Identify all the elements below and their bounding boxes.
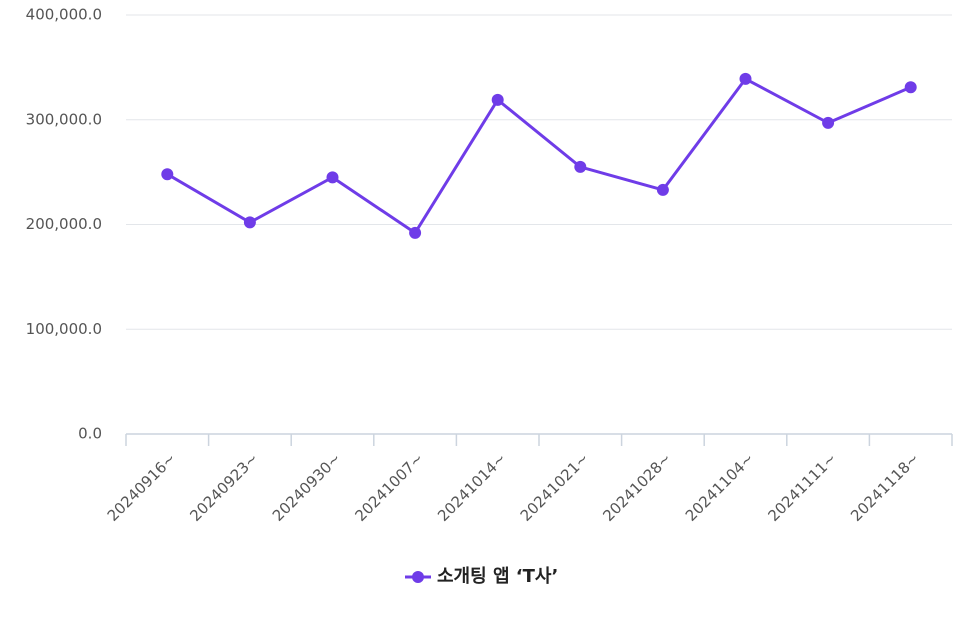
data-point <box>904 81 917 94</box>
data-point <box>656 183 669 196</box>
x-tick-label: 20240923~ <box>186 449 262 525</box>
y-tick-label: 0.0 <box>78 425 102 443</box>
data-point <box>161 168 174 181</box>
x-tick-label: 20241104~ <box>682 449 758 525</box>
legend-marker <box>412 571 424 583</box>
y-tick-label: 100,000.0 <box>26 320 102 338</box>
x-tick-label: 20241014~ <box>434 449 510 525</box>
data-point <box>326 171 339 184</box>
x-tick-label: 20241007~ <box>352 449 428 525</box>
data-point <box>243 216 256 229</box>
data-point <box>409 226 422 239</box>
x-tick-label: 20241021~ <box>517 449 593 525</box>
data-point <box>491 93 504 106</box>
x-tick-label: 20241111~ <box>765 449 841 525</box>
x-tick-label: 20241118~ <box>847 449 923 525</box>
y-tick-label: 400,000.0 <box>26 6 102 24</box>
data-point <box>574 160 587 173</box>
x-tick-label: 20240930~ <box>269 449 345 525</box>
data-point <box>822 116 835 129</box>
y-tick-label: 200,000.0 <box>26 215 102 233</box>
y-tick-label: 300,000.0 <box>26 110 102 128</box>
x-tick-label: 20240916~ <box>104 449 180 525</box>
data-point <box>739 72 752 85</box>
legend-label: 소개팅 앱 ‘T사’ <box>437 566 558 587</box>
data-line <box>166 76 912 235</box>
x-tick-label: 20241028~ <box>599 449 675 525</box>
